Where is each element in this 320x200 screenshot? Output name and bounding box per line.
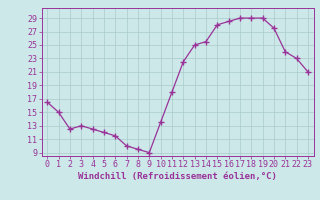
- X-axis label: Windchill (Refroidissement éolien,°C): Windchill (Refroidissement éolien,°C): [78, 172, 277, 181]
